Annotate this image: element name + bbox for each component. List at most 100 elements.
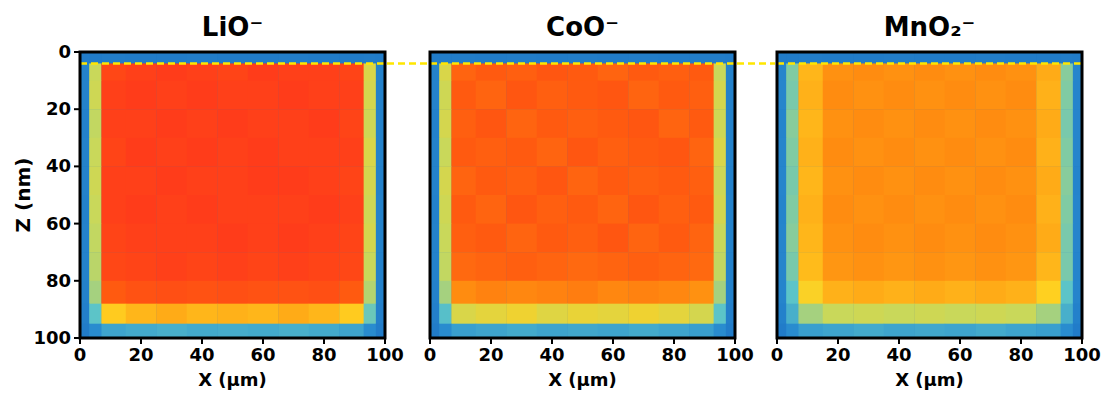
- heatmap-cell: [476, 195, 507, 224]
- heatmap-cell: [506, 109, 537, 138]
- heatmap-cell: [278, 138, 309, 167]
- heatmap-cell: [187, 304, 218, 324]
- heatmap-cell: [278, 63, 309, 81]
- heatmap-cell: [248, 195, 279, 224]
- heatmap-cell: [278, 324, 309, 338]
- heatmap-cell: [798, 281, 823, 304]
- heatmap-cell: [598, 252, 629, 281]
- heatmap-cell: [309, 195, 340, 224]
- heatmap-cell: [567, 63, 598, 81]
- heatmap-cell: [217, 304, 248, 324]
- y-axis-title: Z (nm): [11, 158, 35, 233]
- heatmap-cell: [914, 304, 945, 324]
- heatmap-cell: [914, 252, 945, 281]
- heatmap-cell: [278, 109, 309, 138]
- heatmap-cell: [364, 166, 377, 195]
- heatmap-cell: [567, 109, 598, 138]
- heatmap-cell: [628, 109, 659, 138]
- x-tick-label: 0: [424, 344, 437, 365]
- heatmap-cell: [659, 52, 690, 64]
- heatmap-cell: [126, 324, 157, 338]
- x-tick-label: 80: [311, 344, 336, 365]
- heatmap-cell: [1006, 195, 1037, 224]
- heatmap-cell: [506, 324, 537, 338]
- heatmap-cell: [476, 52, 507, 64]
- reference-line: [80, 62, 385, 65]
- heatmap-cell: [659, 166, 690, 195]
- heatmap-cell: [217, 166, 248, 195]
- heatmap-cell: [1006, 138, 1037, 167]
- heatmap-cell: [853, 138, 884, 167]
- heatmap-cell: [506, 252, 537, 281]
- heatmap-cell: [506, 224, 537, 253]
- heatmap-cell: [884, 52, 915, 64]
- heatmap-cell: [659, 281, 690, 304]
- heatmap-cell: [689, 109, 714, 138]
- x-tick-label: 0: [771, 344, 784, 365]
- heatmap-cell: [187, 224, 218, 253]
- heatmap-cells: [430, 52, 735, 338]
- heatmap-cell: [1061, 281, 1074, 304]
- heatmap-cell: [786, 52, 799, 64]
- y-tick-label: 60: [46, 213, 71, 234]
- heatmap-cell: [217, 138, 248, 167]
- heatmap-cell: [689, 138, 714, 167]
- heatmap-cell: [1061, 252, 1074, 281]
- heatmap-cell: [1061, 224, 1074, 253]
- heatmap-cell: [309, 281, 340, 304]
- heatmap-cell: [217, 81, 248, 110]
- x-tick-label: 40: [886, 344, 911, 365]
- heatmap-cell: [945, 81, 976, 110]
- heatmap-cell: [628, 324, 659, 338]
- heatmap-cell: [598, 81, 629, 110]
- heatmap-cell: [101, 63, 126, 81]
- heatmap-cell: [339, 324, 364, 338]
- heatmap-cell: [156, 52, 187, 64]
- heatmap-cell: [248, 281, 279, 304]
- heatmap-cell: [451, 224, 476, 253]
- heatmap-cell: [823, 109, 854, 138]
- heatmap-cell: [798, 81, 823, 110]
- reference-line: [777, 62, 1082, 65]
- heatmap-cell: [537, 81, 568, 110]
- heatmap-cell: [689, 252, 714, 281]
- heatmap-cell: [156, 304, 187, 324]
- heatmap-cell: [714, 281, 727, 304]
- heatmap-cell: [217, 324, 248, 338]
- heatmap-cell: [945, 109, 976, 138]
- heatmap-cell: [689, 81, 714, 110]
- heatmap-cell: [126, 195, 157, 224]
- heatmap-cell: [567, 52, 598, 64]
- heatmap-cell: [628, 195, 659, 224]
- heatmap-cell: [89, 281, 102, 304]
- heatmap-cell: [364, 63, 377, 81]
- heatmap-cell: [339, 166, 364, 195]
- heatmap-cell: [659, 195, 690, 224]
- y-tick: [74, 337, 80, 339]
- heatmap-cell: [884, 224, 915, 253]
- heatmap-cell: [248, 224, 279, 253]
- heatmap-cell: [476, 166, 507, 195]
- heatmap-cell: [451, 195, 476, 224]
- heatmap-cell: [659, 324, 690, 338]
- heatmap-cell: [1006, 281, 1037, 304]
- panel-title: MnO₂⁻: [884, 12, 976, 42]
- heatmap-cell: [217, 281, 248, 304]
- heatmap-cell: [598, 52, 629, 64]
- reference-connector: [737, 62, 775, 65]
- heatmap-cell: [126, 52, 157, 64]
- heatmap-cell: [567, 252, 598, 281]
- heatmap-cell: [187, 195, 218, 224]
- heatmap-cell: [187, 52, 218, 64]
- heatmap-cell: [476, 281, 507, 304]
- heatmap-cell: [506, 166, 537, 195]
- heatmap-cell: [1036, 109, 1061, 138]
- heatmap-cell: [628, 166, 659, 195]
- heatmap-cell: [798, 195, 823, 224]
- heatmap-cell: [537, 252, 568, 281]
- heatmap-cell: [798, 138, 823, 167]
- heatmap-cell: [101, 304, 126, 324]
- heatmap-cell: [975, 252, 1006, 281]
- heatmap-cell: [187, 138, 218, 167]
- x-axis-title: X (µm): [548, 369, 617, 390]
